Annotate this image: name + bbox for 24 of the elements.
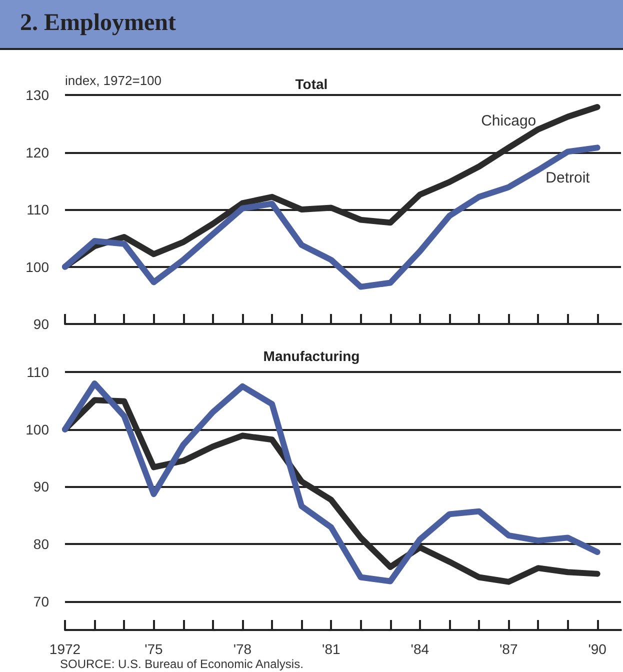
x-tick-label: 1972 bbox=[49, 641, 81, 657]
y-tick-label: 90 bbox=[33, 316, 50, 332]
x-tick-label: '78 bbox=[233, 641, 252, 657]
chart-subtitle: Total bbox=[295, 76, 328, 92]
y-tick-label: 100 bbox=[26, 421, 50, 438]
y-tick-label: 80 bbox=[33, 536, 50, 552]
series-label: Chicago bbox=[481, 112, 536, 130]
series-label: Detroit bbox=[546, 170, 591, 187]
y-axis-title: index, 1972=100 bbox=[65, 73, 162, 88]
x-tick-label: '75 bbox=[144, 641, 164, 657]
x-tick-label: '81 bbox=[322, 641, 341, 657]
y-tick-label: 130 bbox=[26, 87, 50, 103]
y-tick-label: 110 bbox=[26, 364, 50, 380]
chart-title: 2. Employment bbox=[20, 10, 176, 37]
y-tick-label: 70 bbox=[33, 593, 50, 610]
y-tick-label: 90 bbox=[33, 478, 50, 495]
y-tick-label: 120 bbox=[26, 144, 50, 160]
source-note: SOURCE: U.S. Bureau of Economic Analysis. bbox=[60, 657, 304, 671]
y-tick-label: 110 bbox=[26, 202, 50, 218]
y-tick-label: 100 bbox=[26, 258, 50, 275]
x-tick-label: '84 bbox=[410, 641, 430, 657]
chart-title: Manufacturing bbox=[263, 348, 360, 364]
x-tick-label: '87 bbox=[499, 641, 518, 657]
x-tick-label: '90 bbox=[588, 641, 607, 657]
